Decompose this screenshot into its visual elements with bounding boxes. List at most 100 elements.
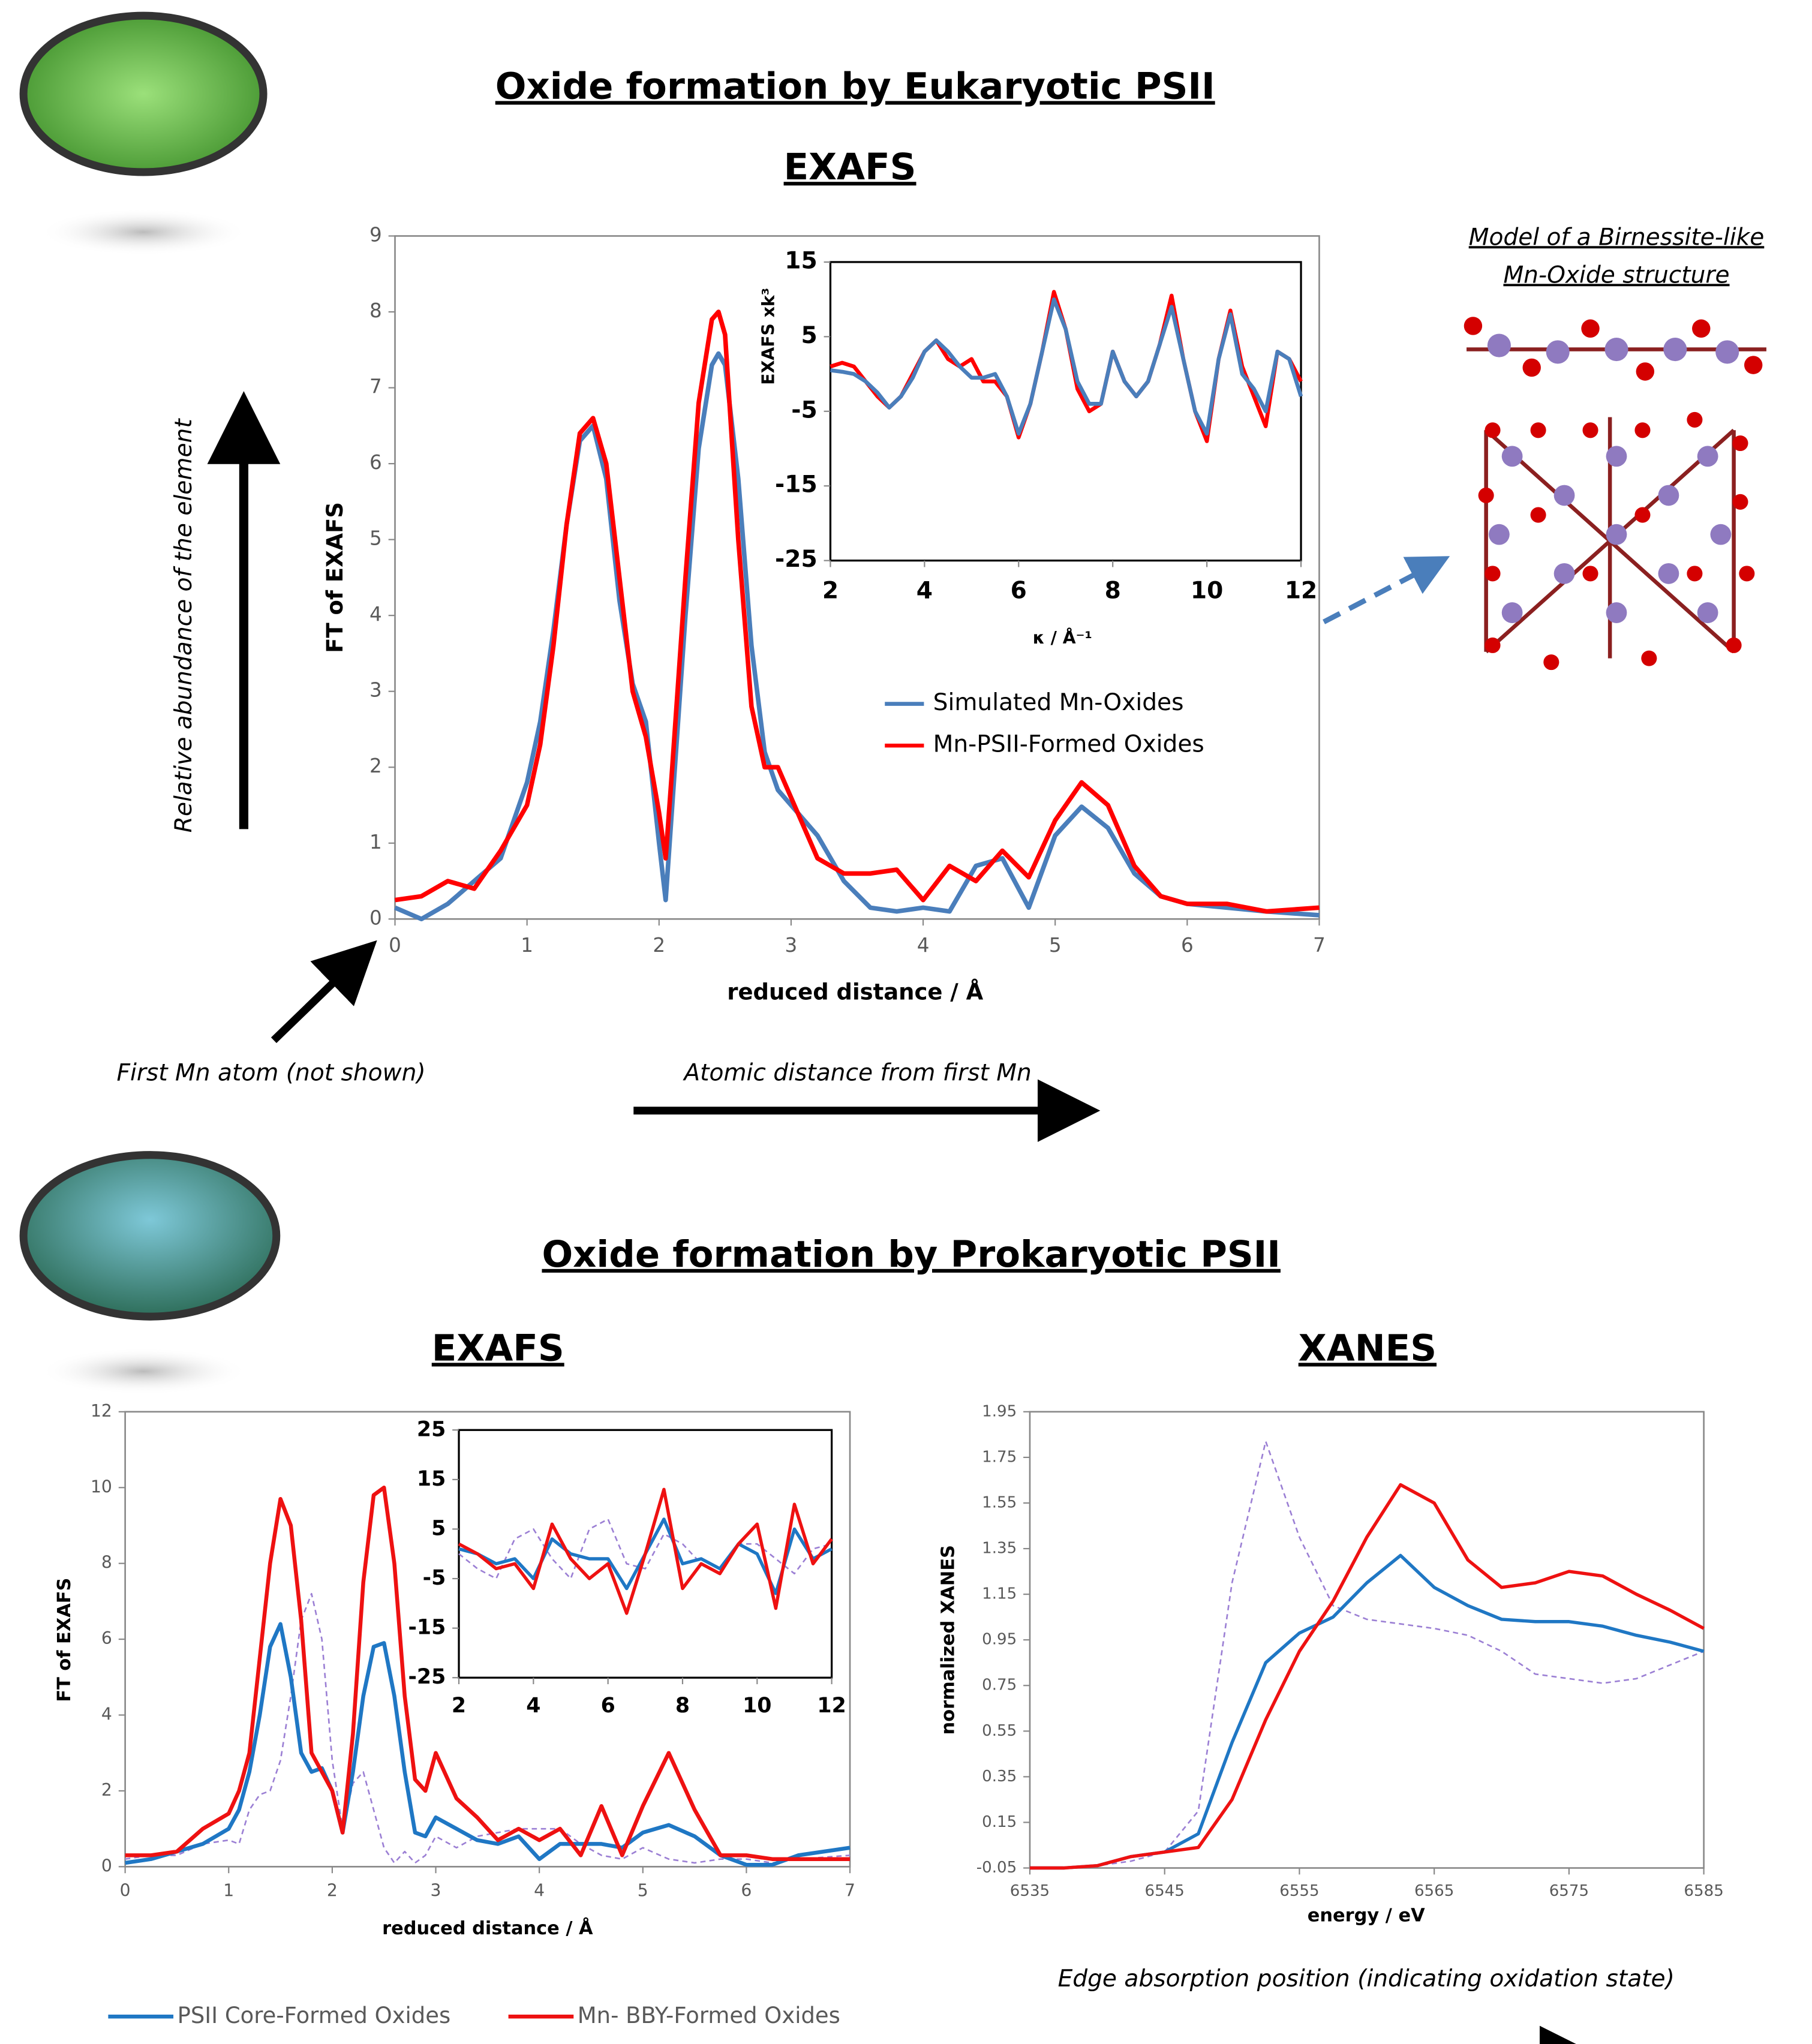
chart-title: EXAFS — [432, 1327, 564, 1369]
y-tick-label: 0.55 — [982, 1722, 1017, 1740]
section-title: Oxide formation by Eukaryotic PSII — [495, 65, 1215, 107]
x-tick-label: 6575 — [1549, 1882, 1589, 1900]
y-tick-label: 2 — [369, 755, 382, 777]
x-tick-label: 12 — [817, 1694, 846, 1718]
image-shadow — [39, 208, 248, 256]
x-tick-label: 6535 — [1010, 1882, 1050, 1900]
x-axis-label: κ / Å⁻¹ — [1033, 627, 1092, 648]
y-tick-label: 12 — [91, 1401, 112, 1421]
x-tick-label: 6585 — [1684, 1882, 1723, 1900]
chart-title: XANES — [1299, 1327, 1437, 1369]
y-tick-label: 5 — [801, 322, 817, 349]
x-tick-label: 6545 — [1145, 1882, 1185, 1900]
y-tick-label: 4 — [369, 603, 382, 626]
y-tick-label: -15 — [408, 1616, 446, 1640]
y-tick-label: 1 — [369, 831, 382, 853]
x-tick-label: 4 — [526, 1694, 540, 1718]
y-tick-label: -25 — [775, 546, 818, 573]
x-tick-label: 4 — [534, 1881, 545, 1901]
y-tick-label: 6 — [369, 451, 382, 474]
y-tick-label: 8 — [101, 1553, 112, 1573]
plot-area — [829, 261, 1302, 562]
x-tick-label: 6 — [1011, 577, 1027, 604]
x-tick-label: 8 — [1105, 577, 1121, 604]
y-tick-label: 0 — [369, 906, 382, 929]
image-shadow — [39, 1348, 248, 1395]
x-tick-label: 2 — [327, 1881, 338, 1901]
x-tick-label: 10 — [1191, 577, 1223, 604]
x-tick-label: 6 — [741, 1881, 752, 1901]
y-tick-label: -25 — [408, 1665, 446, 1689]
x-tick-label: 3 — [785, 934, 798, 957]
y-axis-label: normalized XANES — [938, 1545, 959, 1735]
y-tick-label: -5 — [791, 396, 817, 423]
y-tick-label: 25 — [417, 1417, 446, 1441]
x-tick-label: 6565 — [1414, 1882, 1454, 1900]
y-tick-label: 15 — [417, 1467, 446, 1491]
series-line — [1029, 1483, 1705, 1870]
y-axis-label: EXAFS xk³ — [758, 288, 778, 385]
legend-label: Mn- BBY-Formed Oxides — [578, 2003, 840, 2028]
x-tick-label: 7 — [1313, 934, 1326, 957]
x-tick-label: 5 — [1049, 934, 1062, 957]
x-tick-label: 10 — [743, 1694, 771, 1718]
y-arrow-label: Relative abundance of the element — [170, 418, 197, 833]
x-tick-label: 3 — [431, 1881, 441, 1901]
x-tick-label: 5 — [638, 1881, 648, 1901]
section-title: Oxide formation by Prokaryotic PSII — [542, 1234, 1280, 1276]
x-axis-label: reduced distance / Å — [727, 979, 983, 1005]
y-tick-label: -5 — [423, 1566, 446, 1590]
y-tick-label: 0 — [101, 1856, 112, 1875]
model-title: Mn-Oxide structure — [1503, 261, 1729, 288]
y-tick-label: 15 — [785, 247, 817, 274]
series-line — [125, 1622, 851, 1867]
x-tick-label: 0 — [389, 934, 401, 957]
atom-label: First Mn atom (not shown) — [116, 1059, 425, 1086]
series-line — [1029, 1440, 1705, 1869]
y-tick-label: 1.35 — [982, 1540, 1017, 1558]
y-tick-label: 3 — [369, 679, 382, 702]
y-tick-label: 0.75 — [982, 1676, 1017, 1694]
x-tick-label: 8 — [675, 1694, 690, 1718]
series-line — [830, 297, 1303, 436]
y-tick-label: 6 — [101, 1628, 112, 1648]
x-tick-label: 2 — [822, 577, 839, 604]
x-tick-label: 12 — [1285, 577, 1317, 604]
legend-label: PSII Core-Formed Oxides — [178, 2003, 451, 2028]
x-tick-label: 6 — [601, 1694, 615, 1718]
y-tick-label: 5 — [369, 527, 382, 550]
y-tick-label: 9 — [369, 223, 382, 246]
series-line — [394, 309, 1320, 914]
chart-title: EXAFS — [784, 146, 916, 188]
series-line — [458, 1487, 833, 1615]
series-line — [125, 1486, 851, 1861]
model-title: Model of a Birnessite-like — [1469, 224, 1765, 251]
y-tick-label: 1.95 — [982, 1402, 1017, 1420]
series-line — [458, 1518, 832, 1580]
atom-arrow — [271, 940, 377, 1044]
x-tick-label: 0 — [120, 1881, 131, 1901]
plot-area — [1029, 1411, 1705, 1869]
y-tick-label: 1.55 — [982, 1493, 1017, 1511]
legend-label: Simulated Mn-Oxides — [933, 689, 1184, 716]
y-tick-label: 4 — [101, 1705, 112, 1724]
x-tick-label: 2 — [452, 1694, 466, 1718]
y-tick-label: -0.05 — [976, 1859, 1017, 1877]
y-tick-label: -15 — [775, 471, 818, 498]
x-tick-label: 2 — [653, 934, 665, 957]
y-tick-label: 0.95 — [982, 1631, 1017, 1649]
x-axis-label: reduced distance / Å — [382, 1917, 593, 1939]
y-tick-label: 0.15 — [982, 1813, 1017, 1831]
x-tick-label: 4 — [917, 934, 930, 957]
legend-label: Mn-PSII-Formed Oxides — [933, 731, 1204, 758]
y-axis-label: FT of EXAFS — [322, 502, 348, 653]
x-tick-label: 6 — [1181, 934, 1194, 957]
x-tick-label: 7 — [845, 1881, 855, 1901]
y-tick-label: 10 — [91, 1477, 112, 1496]
molecule-model — [1464, 317, 1766, 671]
y-tick-label: 0.35 — [982, 1768, 1017, 1786]
edge-label: Edge absorption position (indicating oxi… — [1058, 1965, 1675, 1992]
x-tick-label: 1 — [223, 1881, 234, 1901]
y-axis-label: FT of EXAFS — [54, 1578, 75, 1702]
